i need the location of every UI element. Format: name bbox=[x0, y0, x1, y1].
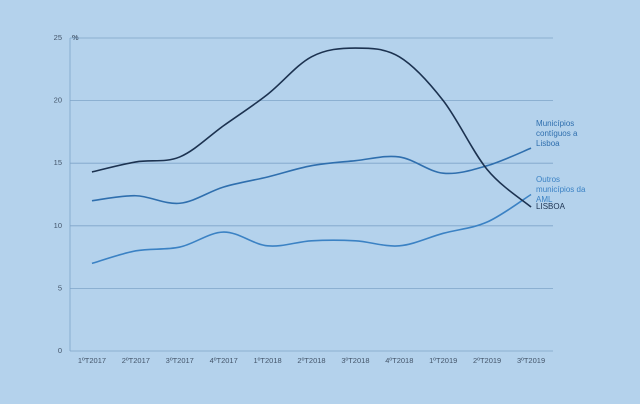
y-tick-label: 0 bbox=[58, 346, 62, 355]
x-tick-label: 1ºT2017 bbox=[78, 356, 106, 365]
y-tick-label: 15 bbox=[54, 158, 62, 167]
series-line bbox=[91, 193, 532, 265]
x-tick-label: 4ºT2017 bbox=[210, 356, 238, 365]
x-tick-label: 4ºT2018 bbox=[385, 356, 413, 365]
x-tick-label: 2ºT2018 bbox=[297, 356, 325, 365]
x-tick-label: 3ºT2017 bbox=[166, 356, 194, 365]
x-tick-label: 3ºT2018 bbox=[341, 356, 369, 365]
y-tick-label: 20 bbox=[54, 96, 62, 105]
x-tick-label: 2ºT2019 bbox=[473, 356, 501, 365]
y-tick-label: 5 bbox=[58, 283, 62, 292]
series-line bbox=[91, 147, 532, 205]
y-axis-label: % bbox=[72, 33, 79, 42]
series-label: Municípios contíguos a Lisboa bbox=[536, 119, 578, 149]
y-tick-label: 10 bbox=[54, 221, 62, 230]
x-tick-label: 3ºT2019 bbox=[517, 356, 545, 365]
series-label: LISBOA bbox=[536, 202, 565, 212]
x-tick-label: 1ºT2019 bbox=[429, 356, 457, 365]
series-line bbox=[91, 47, 532, 208]
y-tick-label: 25 bbox=[54, 33, 62, 42]
x-tick-label: 2ºT2017 bbox=[122, 356, 150, 365]
x-tick-label: 1ºT2018 bbox=[253, 356, 281, 365]
series-label: Outros municípios da AML bbox=[536, 174, 586, 204]
